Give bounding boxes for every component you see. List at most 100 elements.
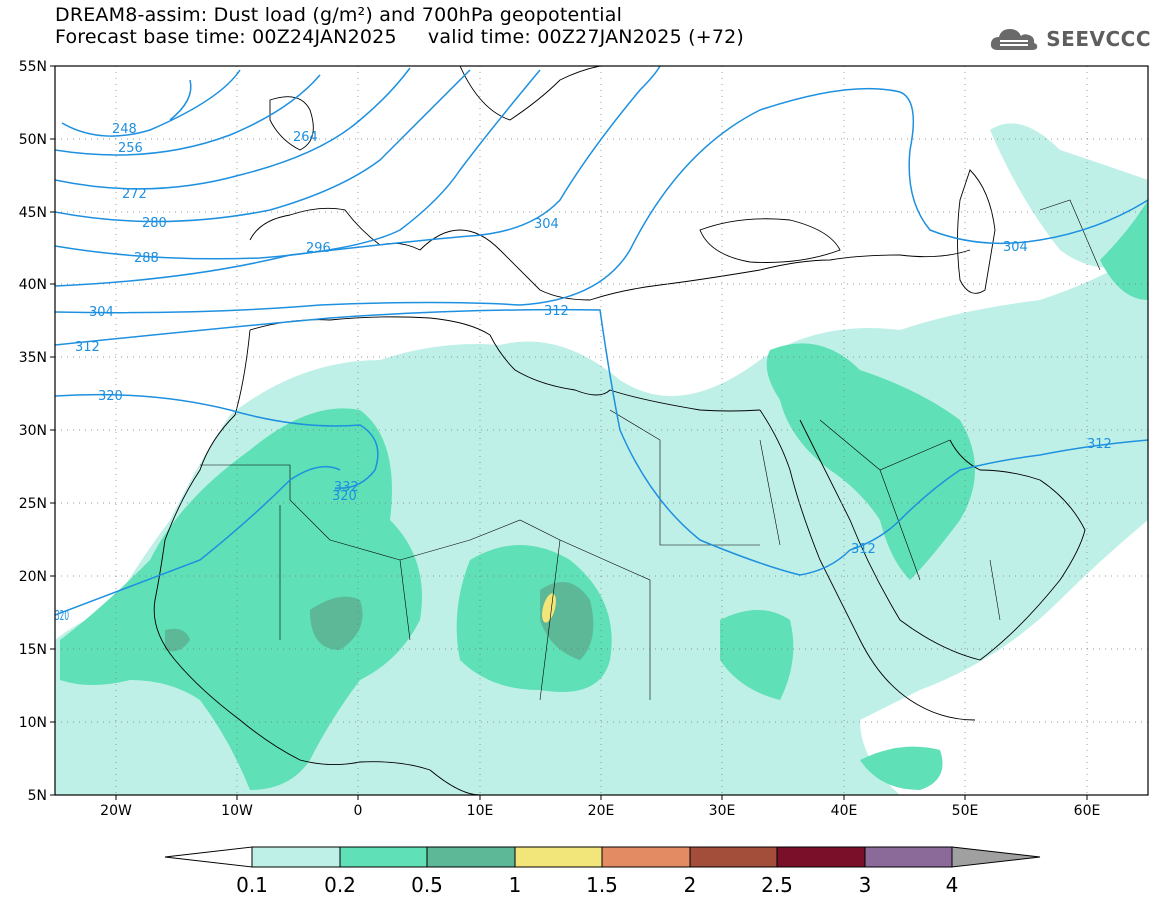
contour-line [55,67,411,190]
colorbar [164,846,1041,868]
dust-area-dark [310,596,363,650]
colorbar-segment [864,846,953,868]
coastline-scandinavia [459,66,601,121]
colorbar-tick-label: 0.2 [324,873,356,897]
contour-line [169,79,192,121]
lon-label: 30E [709,803,736,819]
contour-line [55,74,321,156]
coastline-north-africa [249,316,761,412]
contour-label: 272 [122,187,147,202]
colorbar-segment [251,846,341,868]
contour-label: 312 [1087,437,1112,452]
longitude-labels: 20W 10W 0 10E 20E 30E 40E 50E 60E [100,803,1100,819]
lon-label: 60E [1074,803,1101,819]
coastline-black-sea [699,218,841,263]
lon-label: 10E [467,803,494,819]
colorbar-segment [776,846,866,868]
latitude-labels: 55N 50N 45N 40N 35N 30N 25N 20N 15N 10N … [19,59,47,804]
dust-area-medium [766,343,975,580]
country-borders [200,199,1101,701]
lon-label: 20E [588,803,615,819]
colorbar-tick-label: 1 [509,873,522,897]
colorbar-tick-label: 1.5 [586,873,618,897]
contour-line [55,465,341,616]
dust-area-light [990,123,1148,268]
lon-label: 10W [221,803,253,819]
contour-line [55,69,541,260]
map-title: DREAM8-assim: Dust load (g/m²) and 700hP… [55,4,623,26]
colorbar-tick-label: 2 [684,873,697,897]
lat-label: 50N [19,132,47,148]
lat-label: 35N [19,350,47,366]
forecast-time-line: Forecast base time: 00Z24JAN2025 valid t… [55,26,745,48]
colorbar-segment [426,846,516,868]
contour-label: 304 [1003,240,1028,255]
lat-label: 20N [19,569,47,585]
lat-label: 10N [19,715,47,731]
lat-label: 55N [19,59,47,75]
contour-label: 312 [851,542,876,557]
coastline-caspian [957,169,996,294]
cloud-icon [991,29,1038,50]
contour-label: 256 [118,141,143,156]
contour-line [55,393,379,489]
lat-label: 30N [19,423,47,439]
lat-label: 40N [19,277,47,293]
colorbar-tick-label: 4 [946,873,959,897]
lon-label: 0 [354,803,363,819]
contour-label: 320 [98,389,123,404]
dust-area-dark [165,628,190,652]
lon-label: 20W [100,803,132,819]
seevccc-logo: SEEVCCC [988,24,1151,54]
colorbar-low-arrow [164,846,253,868]
colorbar-tick-label: 0.5 [411,873,443,897]
contour-label: 320 [332,489,357,504]
coastline-africa-west [153,329,481,795]
contour-label: 264 [293,130,318,145]
colorbar-segment [689,846,778,868]
colorbar-tick-label: 0.1 [236,873,268,897]
lat-label: 15N [19,642,47,658]
geopotential-contours [55,66,1148,616]
contour-line [55,69,471,223]
colorbar-tick-label: 3 [859,873,872,897]
coastlines [153,66,1101,795]
contour-label: 304 [534,217,559,232]
lon-label: 50E [952,803,979,819]
contour-label: 304 [89,305,114,320]
dust-fields [55,123,1148,795]
coastline-europe [249,207,971,301]
dust-area-medium [860,746,943,790]
lat-label: 25N [19,496,47,512]
dust-area-medium [1100,200,1148,300]
contour-label: 312 [75,340,100,355]
colorbar-labels: 0.1 0.2 0.5 1 1.5 2 2.5 3 4 [236,873,958,897]
coastline-red-sea [759,409,976,721]
contour-label: 312 [544,304,569,319]
contour-label: 296 [306,241,331,256]
contour-line [55,308,1148,576]
contour-line [61,69,241,137]
lon-label: 40E [831,803,858,819]
dust-area-medium [60,408,422,790]
colorbar-segment [514,846,603,868]
colorbar-high-arrow [951,846,1041,868]
colorbar-segment [339,846,428,868]
contour-label: 332 [334,480,359,495]
coastline-arabia [799,419,1086,661]
contour-line [55,66,661,287]
contour-label: 320 [55,609,69,624]
logo-text: SEEVCCC [1046,27,1151,51]
contour-label: 288 [134,251,159,266]
lat-label: 5N [28,788,47,804]
contour-line [55,87,1148,314]
lat-label: 45N [19,205,47,221]
contour-labels: 248 256 264 272 280 288 296 304 304 304 … [55,122,1112,624]
axis-ticks [50,65,1088,800]
dust-area-medium [720,610,794,700]
contour-label: 280 [142,216,167,231]
colorbar-segment [601,846,691,868]
contour-label: 248 [112,122,137,137]
colorbar-tick-label: 2.5 [761,873,793,897]
